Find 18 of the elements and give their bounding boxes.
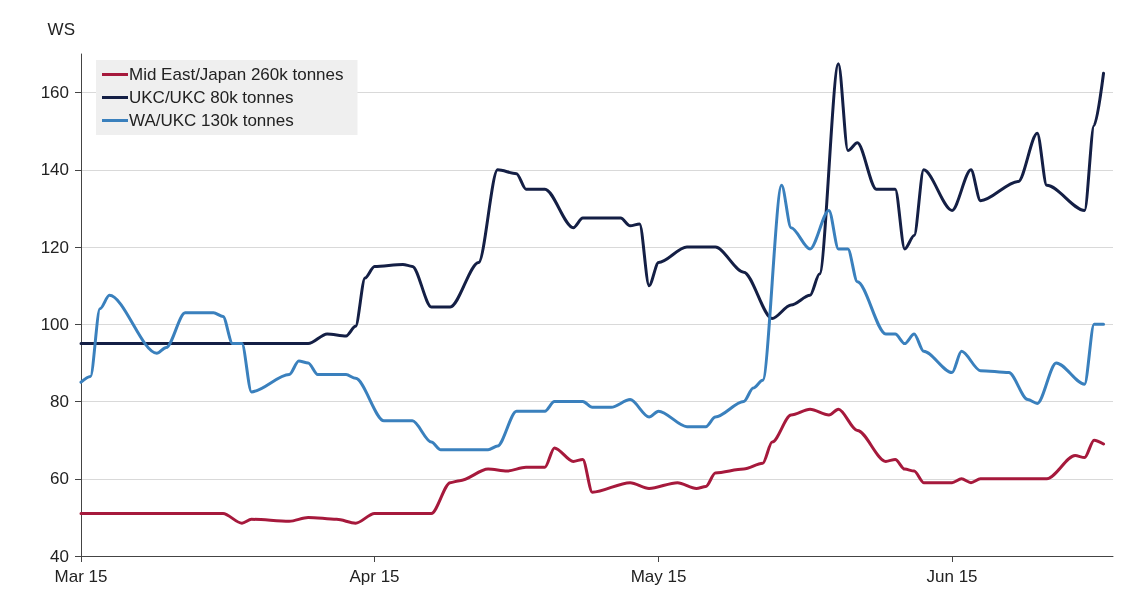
y-tick-label: 140	[40, 160, 69, 180]
legend-label: UKC/UKC 80k tonnes	[129, 88, 294, 107]
line-series	[79, 407, 1106, 525]
x-tick-label: May 15	[630, 567, 687, 586]
y-tick-label: 160	[40, 83, 69, 103]
y-tick-label: 80	[50, 392, 69, 412]
x-tick-label: Mar 15	[54, 567, 108, 586]
y-tick-label: 120	[40, 237, 69, 257]
x-tick-label: Apr 15	[349, 567, 400, 586]
y-tick-label: 40	[50, 546, 69, 566]
x-tick-label: Jun 15	[926, 567, 978, 586]
line-series	[79, 183, 1106, 452]
legend-label: Mid East/Japan 260k tonnes	[129, 65, 344, 84]
y-tick-label: 100	[40, 314, 69, 334]
legend-label: WA/UKC 130k tonnes	[129, 111, 294, 130]
y-tick-label: 60	[50, 469, 69, 489]
line-series	[79, 62, 1106, 346]
y-axis-title: WS	[47, 20, 75, 39]
